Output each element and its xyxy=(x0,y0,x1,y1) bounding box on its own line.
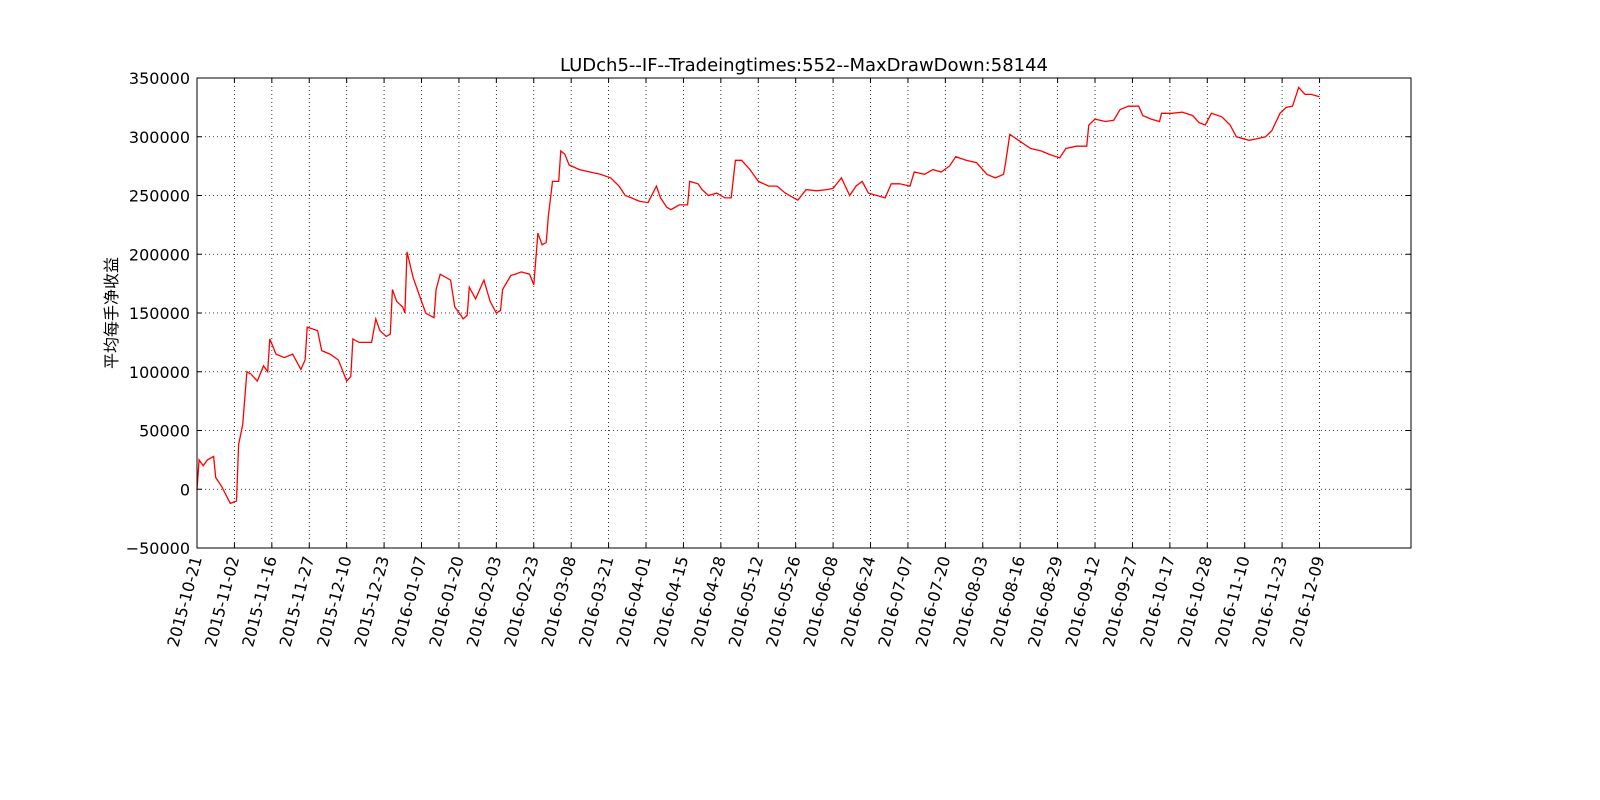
x-tick-label: 2016-12-09 xyxy=(1286,554,1328,649)
x-tick-label: 2016-06-24 xyxy=(837,554,879,649)
x-tick-label: 2016-01-20 xyxy=(425,554,467,649)
y-tick-label: 300000 xyxy=(129,128,190,147)
y-tick-label: 250000 xyxy=(129,187,190,206)
x-tick-label: 2016-09-12 xyxy=(1061,554,1103,649)
x-tick-label: 2016-08-29 xyxy=(1024,554,1066,649)
y-tick-label: 50000 xyxy=(139,422,190,441)
y-axis-label: 平均每手净收益 xyxy=(102,257,121,369)
x-tick-label: 2016-03-08 xyxy=(538,554,580,649)
x-tick-label: 2015-12-10 xyxy=(313,554,355,649)
x-tick-label: 2016-07-07 xyxy=(874,554,916,649)
chart-title: LUDch5--IF--Tradeingtimes:552--MaxDrawDo… xyxy=(560,55,1048,76)
line-series xyxy=(196,86,1320,505)
x-tick-label: 2016-08-16 xyxy=(987,554,1029,649)
x-tick-label: 2016-04-01 xyxy=(612,554,654,649)
x-tick-label: 2016-06-08 xyxy=(800,554,842,649)
x-tick-label: 2016-11-23 xyxy=(1249,554,1291,649)
x-tick-label: 2016-04-28 xyxy=(687,554,729,649)
x-tick-label: 2016-01-07 xyxy=(388,554,430,649)
x-tick-label: 2016-03-21 xyxy=(575,554,617,649)
x-tick-label: 2016-11-10 xyxy=(1211,554,1253,649)
x-tick-label: 2015-11-16 xyxy=(238,554,280,649)
x-tick-label: 2016-04-15 xyxy=(650,554,692,649)
y-tick-label: 350000 xyxy=(129,69,190,88)
y-tick-label: −50000 xyxy=(126,539,190,558)
x-tick-label: 2016-05-26 xyxy=(762,554,804,649)
x-tick-label: 2015-12-23 xyxy=(351,554,393,649)
x-tick-label: 2015-11-02 xyxy=(201,554,243,649)
x-tick-label: 2016-08-03 xyxy=(949,554,991,649)
x-tick-label: 2015-11-27 xyxy=(276,554,318,649)
plot-frame xyxy=(196,77,1412,549)
x-tick-label: 2016-10-17 xyxy=(1136,554,1178,649)
x-tick-label: 2016-07-20 xyxy=(912,554,954,649)
y-tick-label: 100000 xyxy=(129,363,190,382)
x-tick-label: 2015-10-21 xyxy=(163,554,205,649)
y-tick-label: 0 xyxy=(180,480,190,499)
y-tick-label: 200000 xyxy=(129,245,190,264)
x-tick-label: 2016-02-23 xyxy=(500,554,542,649)
x-tick-label: 2016-09-27 xyxy=(1099,554,1141,649)
y-tick-label: 150000 xyxy=(129,304,190,323)
x-tick-label: 2016-05-12 xyxy=(725,554,767,649)
x-tick-label: 2016-02-03 xyxy=(463,554,505,649)
x-tick-label: 2016-10-28 xyxy=(1174,554,1216,649)
